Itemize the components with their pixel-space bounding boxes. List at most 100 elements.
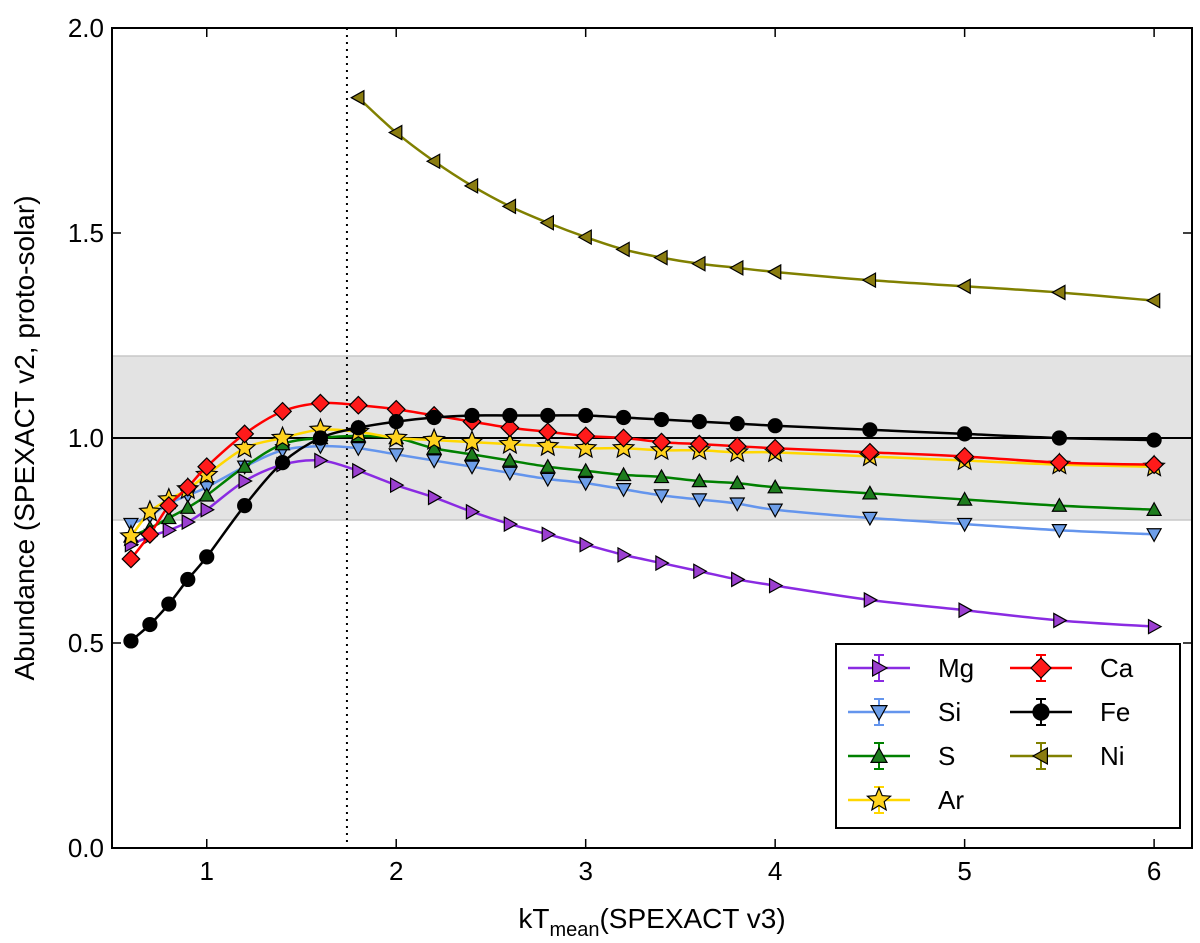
x-tick-label: 3 [578,856,592,886]
legend-label-mg: Mg [938,653,974,683]
data-point-s [160,509,177,525]
data-point-ca [348,395,368,415]
reference-lines [112,28,1192,848]
data-point-fe [464,407,480,424]
data-point-s [198,487,215,502]
data-point-si [729,497,746,512]
data-point-s [691,472,708,488]
legend: Mg Si S Ar Ca Fe Ni [835,643,1181,829]
data-point-ni [425,153,441,170]
data-point-ni [691,255,706,272]
legend-marker-fe [1032,703,1050,721]
series-ca [121,393,1164,569]
data-point-ca [197,457,217,477]
x-tick-label: 2 [389,856,403,886]
data-point-fe [180,571,196,588]
data-point-s [501,452,518,467]
data-point-mg [465,503,481,520]
x-axis-label: kTmean(SPEXACT v3) [518,903,785,941]
data-point-mg [1053,612,1068,629]
data-point-ni [956,278,971,295]
data-point-si [956,517,973,533]
legend-marker-ar [865,786,893,812]
data-point-mg [314,452,329,469]
data-point-ar [573,435,598,459]
legend-entry-mg: Mg [848,653,974,683]
data-point-mg [768,577,784,594]
axis-ticks: 1 2 3 4 5 6 0.0 0.5 1.0 1.5 2.0 [68,13,1192,886]
data-point-si [426,454,443,469]
data-point-fe [729,416,745,432]
data-point-ca [1144,455,1164,475]
x-tick-label: 4 [768,856,782,886]
data-point-ca [272,401,293,421]
data-point-mg [181,514,197,531]
data-point-mg [390,477,405,494]
x-tick-label: 1 [200,856,214,886]
data-point-ca [1049,453,1069,473]
data-point-si [501,466,518,482]
legend-marker-ca [1030,657,1052,679]
data-point-ni [1145,292,1161,309]
data-point-ca [576,426,596,446]
legend-entry-si: Si [848,697,961,727]
legend-label-si: Si [938,697,961,727]
data-point-fe [862,422,878,438]
data-point-fe [615,409,632,426]
data-point-ca [310,393,331,413]
data-point-s [179,499,196,514]
data-point-mg [655,555,670,572]
data-point-mg [200,501,215,518]
data-point-ca [727,436,747,456]
y-axis-label: Abundance (SPEXACT v2, proto-solar) [9,195,40,680]
data-point-si [539,472,556,488]
series-layer [119,89,1166,649]
x-axis-label-rest: (SPEXACT v3) [599,903,785,934]
data-point-ar [232,435,257,459]
data-point-ni [387,124,403,141]
data-point-ni [1051,284,1066,301]
legend-frame [835,643,1181,829]
y-tick-label: 1.5 [68,218,104,248]
y-tick-label: 2.0 [68,13,104,43]
data-point-fe [957,426,973,442]
data-point-fe [161,596,177,612]
data-point-s [463,446,481,461]
data-point-s [577,462,594,477]
data-point-s [861,485,878,500]
data-point-ni [577,229,592,246]
data-point-ar [422,427,446,451]
data-point-mg [617,546,632,563]
data-point-ca [955,446,975,467]
data-point-mg [693,563,708,580]
data-point-mg [503,516,519,533]
x-tick-label: 5 [957,856,971,886]
data-point-si [653,489,670,504]
data-point-ar [119,524,143,547]
data-point-mg [427,489,443,506]
data-point-ni [766,263,782,280]
data-point-ca [159,496,179,516]
legend-marker-s [869,746,889,764]
data-point-si [1146,528,1163,543]
x-tick-label: 6 [1147,856,1161,886]
data-point-mg [541,526,557,543]
data-point-ca [651,432,672,452]
data-point-fe [767,418,783,434]
data-point-mg [863,591,879,608]
y-tick-label: 1.0 [68,423,104,453]
legend-entry-ca: Ca [1010,653,1134,683]
data-point-fe [142,616,158,633]
data-point-fe [123,633,139,649]
data-point-fe [199,549,215,565]
data-point-ca [689,434,709,454]
y-tick-label: 0.5 [68,628,104,658]
data-point-ni [539,214,554,231]
y-tick-label: 0.0 [68,833,104,863]
legend-label-fe: Fe [1100,697,1130,727]
legend-marker-si [869,704,889,722]
data-point-s [729,474,746,490]
legend-label-ni: Ni [1100,741,1125,771]
data-point-mg [162,522,178,539]
data-point-ar [138,499,162,522]
